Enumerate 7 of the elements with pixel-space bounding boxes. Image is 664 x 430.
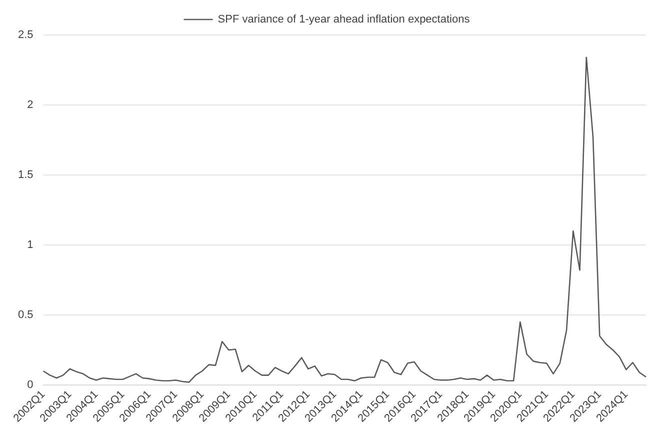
y-tick-label: 1.5: [18, 169, 34, 182]
y-tick-label: 0: [27, 379, 34, 392]
y-tick-label: 1: [27, 239, 34, 252]
legend-label: SPF variance of 1-year ahead inflation expectations: [218, 14, 470, 26]
y-tick-label: 2.5: [18, 29, 34, 42]
y-tick-label: 2: [27, 99, 34, 112]
y-tick-label: 0.5: [18, 309, 34, 322]
